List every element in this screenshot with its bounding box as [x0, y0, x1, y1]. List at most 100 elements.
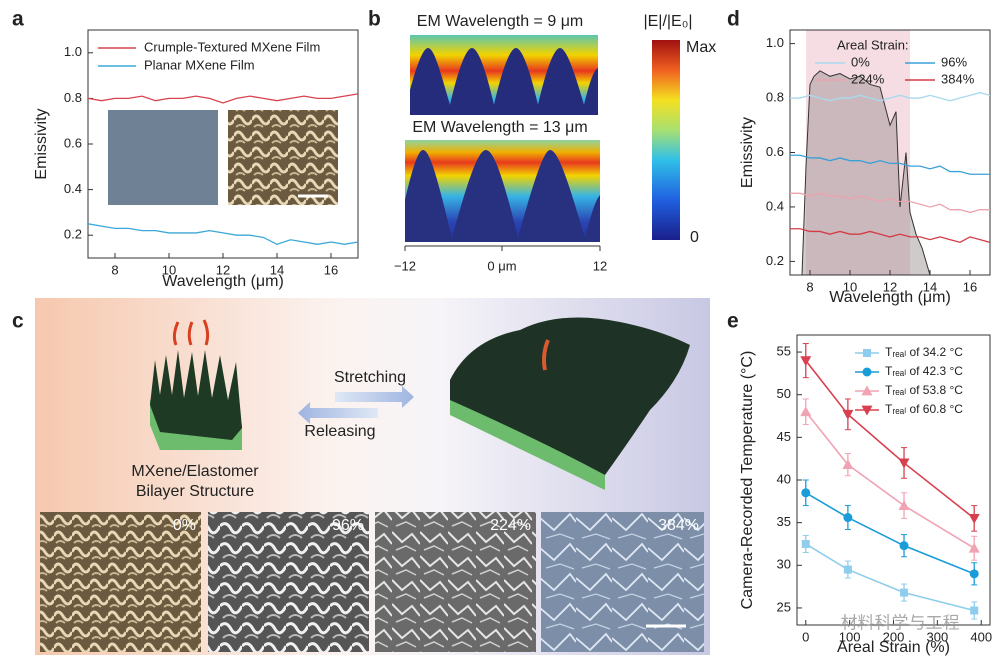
colorbar-label: 0 [690, 229, 699, 246]
series-line [805, 360, 975, 520]
transmittance-area [801, 70, 931, 276]
series-line [790, 192, 990, 214]
charts: 8 10 12 14 16 0.2 0.4 0.6 0.8 1.0 Wavelength (μm) E… [33, 29, 992, 656]
legend-label: Crumple-Textured MXene Film [144, 39, 320, 54]
y-tick-label: 0.2 [766, 253, 784, 268]
releasing-label: Releasing [304, 423, 375, 440]
y-axis-label: Emissivity [739, 117, 756, 188]
legend-label: Tᵣₑₐₗ of 42.3 °C [885, 364, 963, 378]
stretching-label: Stretching [334, 369, 406, 386]
legend-marker [861, 405, 873, 416]
series-line [805, 411, 975, 549]
marker [842, 409, 854, 420]
panel-label: a [12, 8, 24, 31]
axis-label: 0 μm [487, 258, 516, 273]
y-tick-label: 0.6 [766, 144, 784, 159]
y-tick-label: 0.6 [64, 135, 82, 150]
sem-image [375, 512, 536, 652]
marker [970, 606, 979, 615]
legend-label: Tᵣₑₐₗ of 34.2 °C [885, 345, 963, 359]
legend-label: 96% [941, 54, 967, 69]
panel-label: c [12, 310, 24, 333]
strain-label: 224% [490, 517, 531, 534]
marker [843, 565, 852, 574]
marker [800, 356, 812, 367]
y-tick-label: 0.4 [766, 198, 784, 213]
x-tick-label: 12 [883, 279, 897, 294]
mxene-film [150, 350, 242, 440]
legend-label: Tᵣₑₐₗ of 53.8 °C [885, 383, 963, 397]
stretch-arrow [335, 386, 414, 408]
y-tick-label: 55 [777, 343, 791, 358]
legend-marker [862, 367, 872, 377]
x-tick-label: 16 [324, 262, 338, 277]
y-axis-label: Emissivity [33, 108, 50, 179]
series-line [790, 228, 991, 244]
x-tick-label: 12 [216, 262, 230, 277]
sem-image [208, 512, 369, 652]
marker [898, 500, 910, 510]
y-tick-label: 30 [777, 557, 791, 572]
emission-arrows [172, 319, 210, 346]
x-tick-label: 14 [923, 279, 937, 294]
marker [842, 459, 854, 470]
y-tick-label: 1.0 [64, 44, 82, 59]
legend-title: Areal Strain: [837, 37, 909, 52]
strain-label: 384% [658, 517, 699, 534]
y-tick-label: 0.4 [64, 181, 82, 196]
marker [900, 588, 909, 597]
x-tick-label: 8 [806, 279, 813, 294]
x-tick-label: 400 [970, 629, 992, 644]
axis-label: −12 [394, 258, 416, 273]
x-tick-label: 10 [162, 262, 176, 277]
sem-image-planar [108, 110, 218, 205]
strain-label: 96% [332, 517, 364, 534]
emission-arrow [542, 339, 550, 371]
grating [410, 48, 598, 115]
y-tick-label: 45 [777, 429, 791, 444]
sem-image [541, 512, 704, 652]
structure-label: MXene/Elastomer [131, 463, 259, 480]
legend-label: 0% [851, 54, 870, 69]
elastomer-sheet [450, 395, 605, 490]
marker [969, 569, 979, 579]
axis-label: 12 [593, 258, 607, 273]
x-tick-label: 100 [839, 629, 861, 644]
marker [968, 513, 980, 524]
marker [968, 542, 980, 553]
series-line [87, 223, 359, 246]
y-axis-label: Camera-Recorded Temperature (°C) [739, 351, 756, 610]
panel-label: d [727, 8, 740, 31]
marker [801, 539, 810, 548]
legend-label: Planar MXene Film [144, 57, 255, 72]
y-tick-label: 40 [777, 471, 791, 486]
x-tick-label: 8 [111, 262, 118, 277]
series-line [790, 154, 990, 175]
legend-label: Tᵣₑₐₗ of 60.8 °C [885, 402, 963, 416]
marker [801, 488, 811, 498]
series-line [790, 91, 991, 102]
legend-marker [861, 385, 873, 396]
release-arrow [298, 402, 378, 424]
x-axis-label: Areal Strain (%) [837, 639, 950, 656]
legend-label: 224% [851, 71, 885, 86]
simulation-title: EM Wavelength = 13 μm [412, 119, 587, 136]
watermark: 材料科学与工程 [841, 613, 960, 632]
y-tick-label: 25 [777, 599, 791, 614]
x-tick-label: 200 [883, 629, 905, 644]
sem-image [40, 512, 201, 652]
x-axis-label: Wavelength (μm) [829, 289, 951, 306]
structure-label: Bilayer Structure [136, 483, 254, 500]
y-tick-label: 1.0 [766, 35, 784, 50]
colorbar-label: Max [686, 39, 716, 56]
x-tick-label: 10 [843, 279, 857, 294]
strain-label: 0% [173, 517, 196, 534]
y-tick-label: 35 [777, 514, 791, 529]
series-line [87, 93, 359, 104]
x-tick-label: 14 [270, 262, 284, 277]
panel-label: b [368, 8, 381, 31]
colorbar [652, 40, 680, 240]
plot-frame [796, 334, 991, 626]
legend-label: 384% [941, 71, 975, 86]
